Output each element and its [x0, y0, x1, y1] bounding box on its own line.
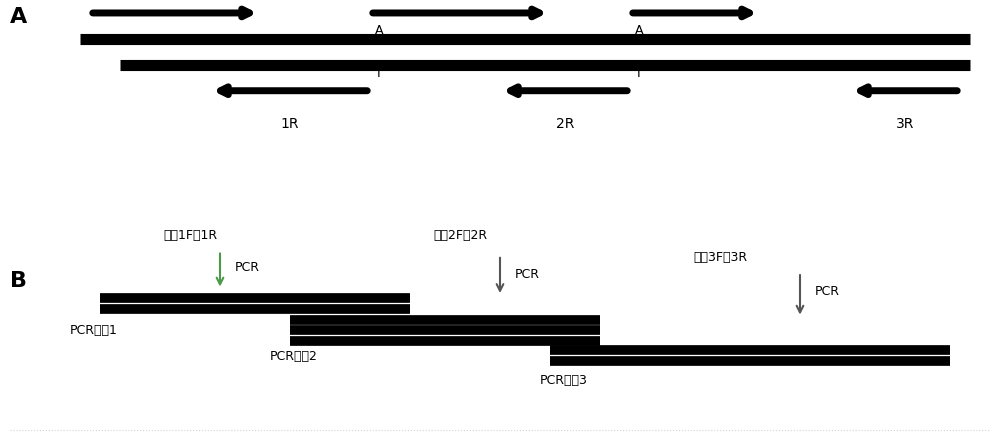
Text: PCR产牉1: PCR产牉1	[70, 324, 118, 337]
Text: A: A	[375, 24, 384, 37]
Text: PCR: PCR	[235, 261, 260, 274]
Text: PCR: PCR	[815, 285, 840, 298]
Text: 引物2F和2R: 引物2F和2R	[433, 229, 487, 242]
Text: 引物1F和1R: 引物1F和1R	[163, 229, 217, 242]
Text: 2R: 2R	[556, 117, 574, 130]
Text: PCR产牉2: PCR产牉2	[270, 350, 318, 363]
Text: T: T	[635, 67, 643, 80]
Text: T: T	[375, 67, 383, 80]
Text: 1R: 1R	[281, 117, 299, 130]
Text: 引物3F和3R: 引物3F和3R	[693, 251, 747, 264]
Text: A: A	[635, 24, 644, 37]
Text: PCR: PCR	[515, 268, 540, 281]
Text: PCR产牉3: PCR产牉3	[540, 374, 588, 387]
Text: B: B	[10, 271, 27, 291]
Text: 3R: 3R	[896, 117, 914, 130]
Text: A: A	[10, 7, 27, 27]
